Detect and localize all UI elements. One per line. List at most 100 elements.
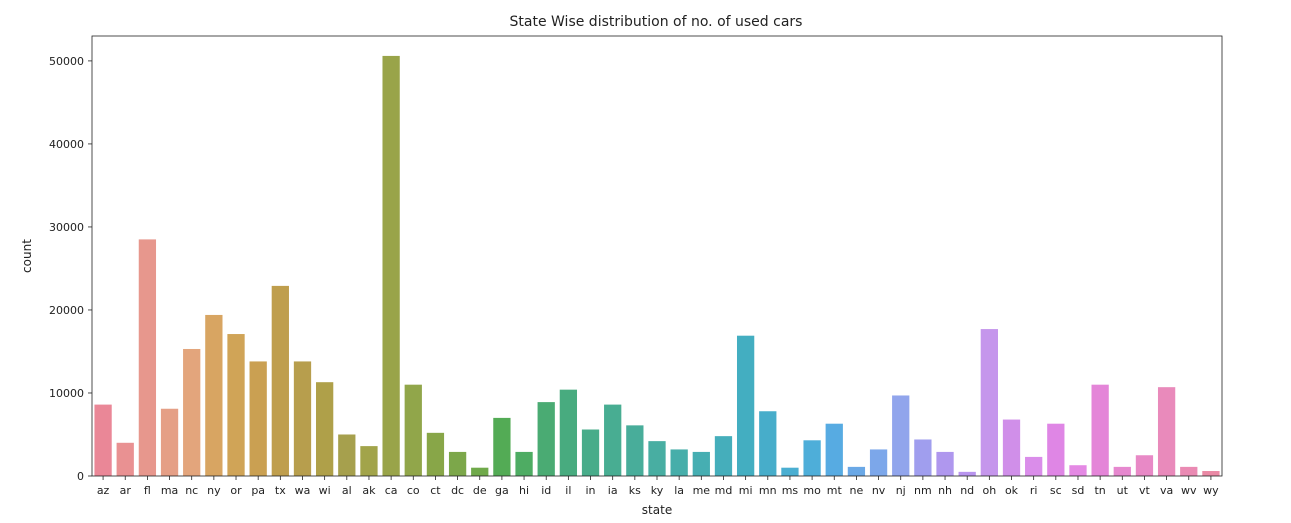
bar-vt <box>1136 455 1153 476</box>
x-tick-label-ut: ut <box>1117 484 1129 497</box>
bar-hi <box>515 452 532 476</box>
bar-ny <box>205 315 222 476</box>
bar-nm <box>914 439 931 476</box>
x-tick-label-tn: tn <box>1094 484 1105 497</box>
x-axis: az ar fl ma nc ny or pa tx wa wi al ak ca co ct dc de ga hi… <box>97 476 1219 497</box>
y-axis: 0 10000 20000 30000 40000 50000 <box>49 55 92 483</box>
bar-la <box>671 449 688 476</box>
bar-ca <box>382 56 399 476</box>
bar-ga <box>493 418 510 476</box>
x-tick-label-va: va <box>1160 484 1173 497</box>
bar-az <box>94 405 111 476</box>
x-tick-label-il: il <box>565 484 571 497</box>
bar-pa <box>250 361 267 476</box>
bar-tn <box>1092 385 1109 476</box>
bar-md <box>715 436 732 476</box>
bar-nj <box>892 395 909 476</box>
x-tick-label-fl: fl <box>144 484 151 497</box>
bar-co <box>405 385 422 476</box>
bars-group <box>94 56 1219 476</box>
bar-ct <box>427 433 444 476</box>
bar-ia <box>604 405 621 476</box>
bar-ut <box>1114 467 1131 476</box>
x-tick-label-ca: ca <box>385 484 398 497</box>
bar-mo <box>803 440 820 476</box>
bar-sc <box>1047 424 1064 476</box>
bar-mi <box>737 336 754 476</box>
bar-nh <box>936 452 953 476</box>
y-axis-label: count <box>20 239 34 273</box>
x-tick-label-nh: nh <box>938 484 952 497</box>
x-tick-label-mt: mt <box>827 484 843 497</box>
bar-ok <box>1003 420 1020 476</box>
x-tick-label-de: de <box>473 484 487 497</box>
x-tick-label-md: md <box>715 484 733 497</box>
bar-ri <box>1025 457 1042 476</box>
y-tick-label-40000: 40000 <box>49 138 84 151</box>
x-tick-label-al: al <box>342 484 352 497</box>
x-tick-label-nc: nc <box>185 484 198 497</box>
x-tick-label-dc: dc <box>451 484 464 497</box>
bar-nv <box>870 449 887 476</box>
x-tick-label-ky: ky <box>651 484 664 497</box>
x-tick-label-nd: nd <box>960 484 974 497</box>
x-tick-label-ne: ne <box>850 484 864 497</box>
x-tick-label-wv: wv <box>1181 484 1197 497</box>
bar-nc <box>183 349 200 476</box>
x-tick-label-ct: ct <box>430 484 441 497</box>
x-tick-label-sc: sc <box>1050 484 1062 497</box>
bar-ne <box>848 467 865 476</box>
bar-id <box>538 402 555 476</box>
y-tick-label-0: 0 <box>77 470 84 483</box>
x-tick-label-ak: ak <box>362 484 376 497</box>
x-tick-label-mn: mn <box>759 484 777 497</box>
chart-title: State Wise distribution of no. of used c… <box>510 14 803 30</box>
y-tick-label-10000: 10000 <box>49 387 84 400</box>
x-tick-label-az: az <box>97 484 110 497</box>
bar-wi <box>316 382 333 476</box>
bar-tx <box>272 286 289 476</box>
x-tick-label-ks: ks <box>629 484 641 497</box>
y-tick-label-50000: 50000 <box>49 55 84 68</box>
bar-sd <box>1069 465 1086 476</box>
x-tick-label-mo: mo <box>803 484 821 497</box>
bar-ak <box>360 446 377 476</box>
x-tick-label-wa: wa <box>295 484 311 497</box>
bar-ma <box>161 409 178 476</box>
y-tick-label-30000: 30000 <box>49 221 84 234</box>
bar-va <box>1158 387 1175 476</box>
bar-ms <box>781 468 798 476</box>
bar-in <box>582 430 599 476</box>
x-tick-label-ar: ar <box>120 484 132 497</box>
bar-mn <box>759 411 776 476</box>
bar-al <box>338 434 355 476</box>
x-tick-label-la: la <box>674 484 684 497</box>
x-tick-label-sd: sd <box>1072 484 1085 497</box>
bar-dc <box>449 452 466 476</box>
bar-mt <box>826 424 843 476</box>
x-tick-label-wi: wi <box>319 484 331 497</box>
x-tick-label-in: in <box>586 484 596 497</box>
x-tick-label-hi: hi <box>519 484 529 497</box>
x-tick-label-id: id <box>541 484 551 497</box>
x-tick-label-oh: oh <box>982 484 996 497</box>
bar-ar <box>117 443 134 476</box>
x-tick-label-or: or <box>230 484 242 497</box>
bar-wv <box>1180 467 1197 476</box>
x-tick-label-ri: ri <box>1030 484 1038 497</box>
x-tick-label-pa: pa <box>251 484 265 497</box>
bar-de <box>471 468 488 476</box>
x-tick-label-nm: nm <box>914 484 932 497</box>
bar-wa <box>294 361 311 476</box>
x-tick-label-ok: ok <box>1005 484 1019 497</box>
x-tick-label-mi: mi <box>739 484 753 497</box>
x-tick-label-ma: ma <box>161 484 178 497</box>
x-axis-label: state <box>642 503 672 517</box>
x-tick-label-ga: ga <box>495 484 509 497</box>
bar-fl <box>139 239 156 476</box>
bar-il <box>560 390 577 476</box>
bar-wy <box>1202 471 1219 476</box>
x-tick-label-co: co <box>407 484 420 497</box>
bar-ky <box>648 441 665 476</box>
